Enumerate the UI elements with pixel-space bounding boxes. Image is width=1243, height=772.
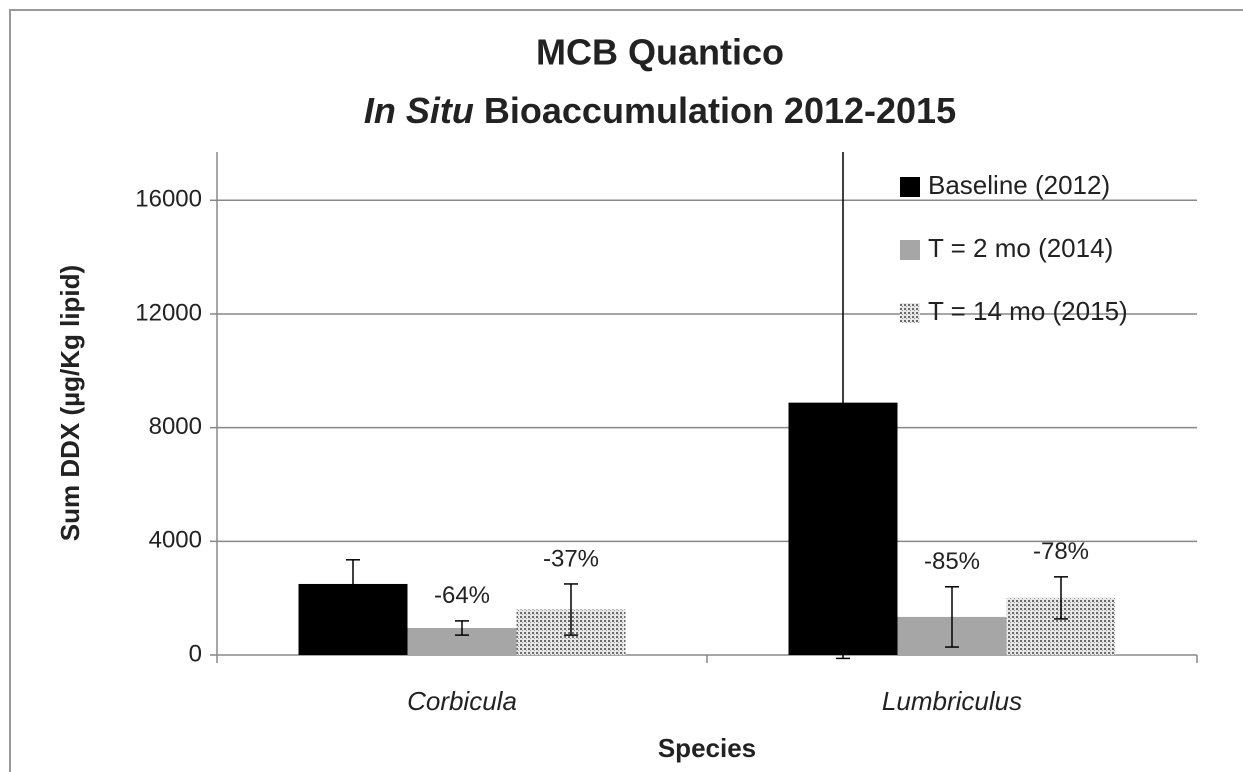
frame [9, 9, 1243, 772]
subtitle-italic: In Situ [364, 90, 474, 131]
subtitle-rest: Bioaccumulation 2012-2015 [474, 90, 956, 131]
legend-swatch [900, 177, 920, 197]
y-tick-label: 4000 [149, 527, 202, 554]
change-label: -78% [1033, 538, 1089, 565]
y-tick-label: 12000 [135, 299, 202, 326]
x-tick-label: Lumbriculus [882, 686, 1022, 716]
x-tick-label: Corbicula [407, 686, 517, 716]
change-label: -64% [434, 582, 490, 609]
change-label: -37% [543, 545, 599, 572]
chart-title: MCB Quantico [536, 32, 784, 73]
legend-label: Baseline (2012) [928, 170, 1110, 200]
chart-subtitle: In Situ Bioaccumulation 2012-2015 [364, 90, 956, 131]
legend-swatch [900, 303, 920, 323]
change-label: -85% [924, 548, 980, 575]
y-tick-label: 16000 [135, 186, 202, 213]
x-axis-label: Species [658, 733, 756, 763]
legend-label: T = 14 mo (2015) [928, 296, 1128, 326]
legend-swatch [900, 240, 920, 260]
legend-label: T = 2 mo (2014) [928, 233, 1113, 263]
y-tick-label: 8000 [149, 413, 202, 440]
plot-bars [298, 152, 1116, 660]
y-tick-label: 0 [189, 640, 202, 667]
y-axis-label: Sum DDX (µg/Kg lipid) [55, 265, 85, 541]
